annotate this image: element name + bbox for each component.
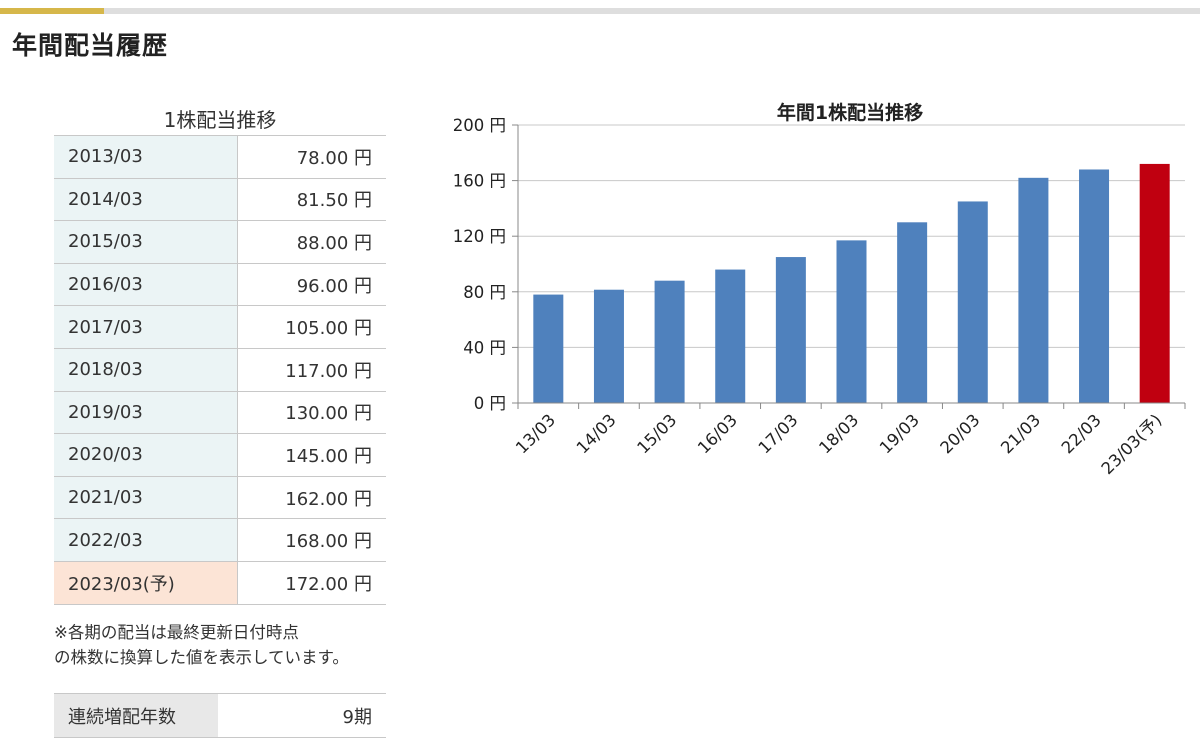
x-tick-label: 13/03 <box>512 410 559 457</box>
streak-row: 連続増配年数 9期 <box>54 693 386 738</box>
row-year: 2013/03 <box>54 135 238 179</box>
x-tick-label: 14/03 <box>573 410 620 457</box>
table-row: 2018/03 117.00 円 <box>54 347 386 392</box>
table-row: 2013/03 78.00 円 <box>54 135 386 179</box>
row-year: 2014/03 <box>54 177 238 222</box>
x-tick-label: 16/03 <box>694 410 741 457</box>
x-tick-label: 23/03(予) <box>1098 410 1166 478</box>
bar <box>775 257 806 403</box>
table-row: 2020/03 145.00 円 <box>54 433 386 477</box>
table-row: 2023/03(予) 172.00 円 <box>54 560 386 605</box>
x-tick-label: 20/03 <box>937 410 984 457</box>
bar <box>654 280 685 403</box>
bar <box>957 201 988 403</box>
y-tick-label: 40 円 <box>463 338 506 357</box>
bar-forecast <box>1139 163 1170 403</box>
y-tick-label: 200 円 <box>453 116 506 135</box>
row-dividend-value: 117.00 円 <box>237 347 386 392</box>
table-row: 2019/03 130.00 円 <box>54 390 386 435</box>
y-tick-label: 80 円 <box>463 283 506 302</box>
y-tick-label: 0 円 <box>474 394 506 413</box>
dividend-table-title: 1株配当推移 <box>163 108 277 132</box>
row-year: 2020/03 <box>54 433 238 477</box>
top-divider <box>0 8 1200 14</box>
page-title: 年間配当履歴 <box>12 31 169 60</box>
dividend-note-line1: ※各期の配当は最終更新日付時点 <box>54 623 299 642</box>
row-dividend-value: 88.00 円 <box>237 220 386 264</box>
row-dividend-value: 168.00 円 <box>237 518 386 562</box>
bar <box>836 240 867 403</box>
row-year: 2017/03 <box>54 305 238 349</box>
y-tick-label: 120 円 <box>453 227 506 246</box>
row-year: 2021/03 <box>54 475 238 520</box>
row-dividend-value: 162.00 円 <box>237 475 386 520</box>
row-dividend-value: 145.00 円 <box>237 433 386 477</box>
row-dividend-value: 172.00 円 <box>237 560 386 605</box>
dividend-streak-table: 連続増配年数 9期 <box>54 693 386 738</box>
row-year: 2019/03 <box>54 390 238 435</box>
bar <box>715 269 746 403</box>
table-row: 2014/03 81.50 円 <box>54 177 386 222</box>
x-tick-label: 19/03 <box>876 410 923 457</box>
dividend-table: 2013/03 78.00 円 2014/03 81.50 円 2015/03 88.00… <box>54 135 386 605</box>
x-tick-label: 15/03 <box>633 410 680 457</box>
streak-value: 9期 <box>218 693 386 738</box>
table-row: 2021/03 162.00 円 <box>54 475 386 520</box>
x-tick-label: 18/03 <box>815 410 862 457</box>
row-year: 2016/03 <box>54 262 238 307</box>
x-tick-label: 22/03 <box>1058 410 1105 457</box>
bar <box>593 289 624 403</box>
row-year: 2018/03 <box>54 347 238 392</box>
dividend-bar-chart: 0 円 40 円 80 円 120 円 160 円 200 円 13/03 14/03 15/0… <box>453 116 1186 478</box>
bar <box>1079 169 1110 403</box>
table-row: 2015/03 88.00 円 <box>54 220 386 264</box>
table-row: 2016/03 96.00 円 <box>54 262 386 307</box>
x-tick-label: 21/03 <box>997 410 1044 457</box>
chart-title: 年間1株配当推移 <box>776 102 924 124</box>
row-dividend-value: 81.50 円 <box>237 177 386 222</box>
row-dividend-value: 130.00 円 <box>237 390 386 435</box>
top-divider-accent <box>0 8 104 14</box>
row-dividend-value: 78.00 円 <box>237 135 386 179</box>
bar <box>533 294 564 403</box>
dividend-note-line2: の株数に換算した値を表示しています。 <box>54 648 349 667</box>
bar <box>897 222 928 403</box>
table-row: 2017/03 105.00 円 <box>54 305 386 349</box>
row-year: 2023/03(予) <box>54 560 238 605</box>
table-row: 2022/03 168.00 円 <box>54 518 386 562</box>
row-year: 2015/03 <box>54 220 238 264</box>
bar <box>1018 177 1049 403</box>
dividend-note: ※各期の配当は最終更新日付時点 の株数に換算した値を表示しています。 <box>54 620 349 670</box>
x-tick-label: 17/03 <box>755 410 802 457</box>
y-tick-label: 160 円 <box>453 172 506 191</box>
row-dividend-value: 96.00 円 <box>237 262 386 307</box>
row-year: 2022/03 <box>54 518 238 562</box>
row-dividend-value: 105.00 円 <box>237 305 386 349</box>
streak-label: 連続増配年数 <box>54 693 218 738</box>
